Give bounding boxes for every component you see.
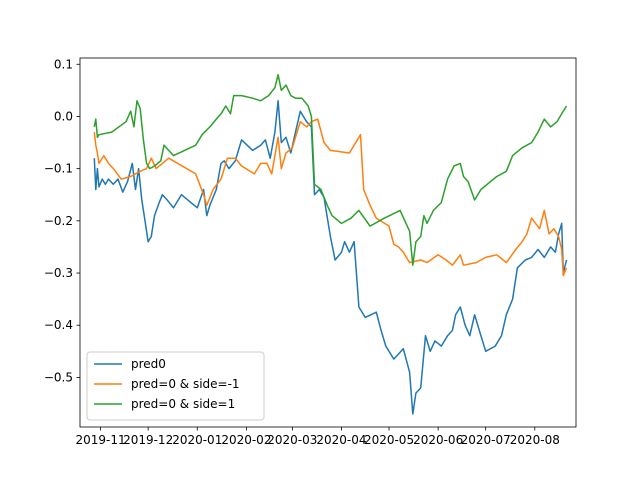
x-tick-label: 2020-08 — [510, 433, 560, 447]
legend-label-3: pred=0 & side=1 — [131, 397, 235, 411]
y-tick-label: −0.3 — [44, 266, 73, 280]
x-tick-label: 2020-04 — [316, 433, 366, 447]
legend-label-1: pred0 — [131, 357, 166, 371]
y-tick-label: 0.0 — [54, 109, 73, 123]
y-axis: 0.1 0.0 −0.1 −0.2 −0.3 −0.4 −0.5 — [44, 57, 80, 384]
plot-frame — [79, 57, 577, 428]
x-tick-label: 2020-05 — [364, 433, 414, 447]
x-tick-label: 2020-01 — [172, 433, 222, 447]
legend-label-2: pred=0 & side=-1 — [131, 377, 240, 391]
series-line-2 — [93, 118, 568, 277]
y-tick-label: −0.2 — [44, 214, 73, 228]
x-tick-label: 2020-06 — [413, 433, 463, 447]
x-axis: 2019-112019-122020-012020-022020-032020-… — [76, 427, 560, 447]
legend-box — [86, 351, 265, 421]
y-tick-label: 0.1 — [54, 57, 73, 71]
x-tick-label: 2020-02 — [221, 433, 271, 447]
x-tick-label: 2020-07 — [461, 433, 511, 447]
y-tick-label: −0.5 — [44, 370, 73, 384]
y-tick-label: −0.4 — [44, 318, 73, 332]
plot-lines — [93, 73, 568, 415]
x-tick-label: 2020-03 — [267, 433, 317, 447]
series-line-3 — [93, 73, 568, 266]
x-tick-label: 2019-12 — [123, 433, 173, 447]
x-tick-label: 2019-11 — [76, 433, 126, 447]
series-line-1 — [93, 100, 568, 415]
y-tick-label: −0.1 — [44, 162, 73, 176]
legend: pred0 pred=0 & side=-1 pred=0 & side=1 — [86, 351, 265, 421]
